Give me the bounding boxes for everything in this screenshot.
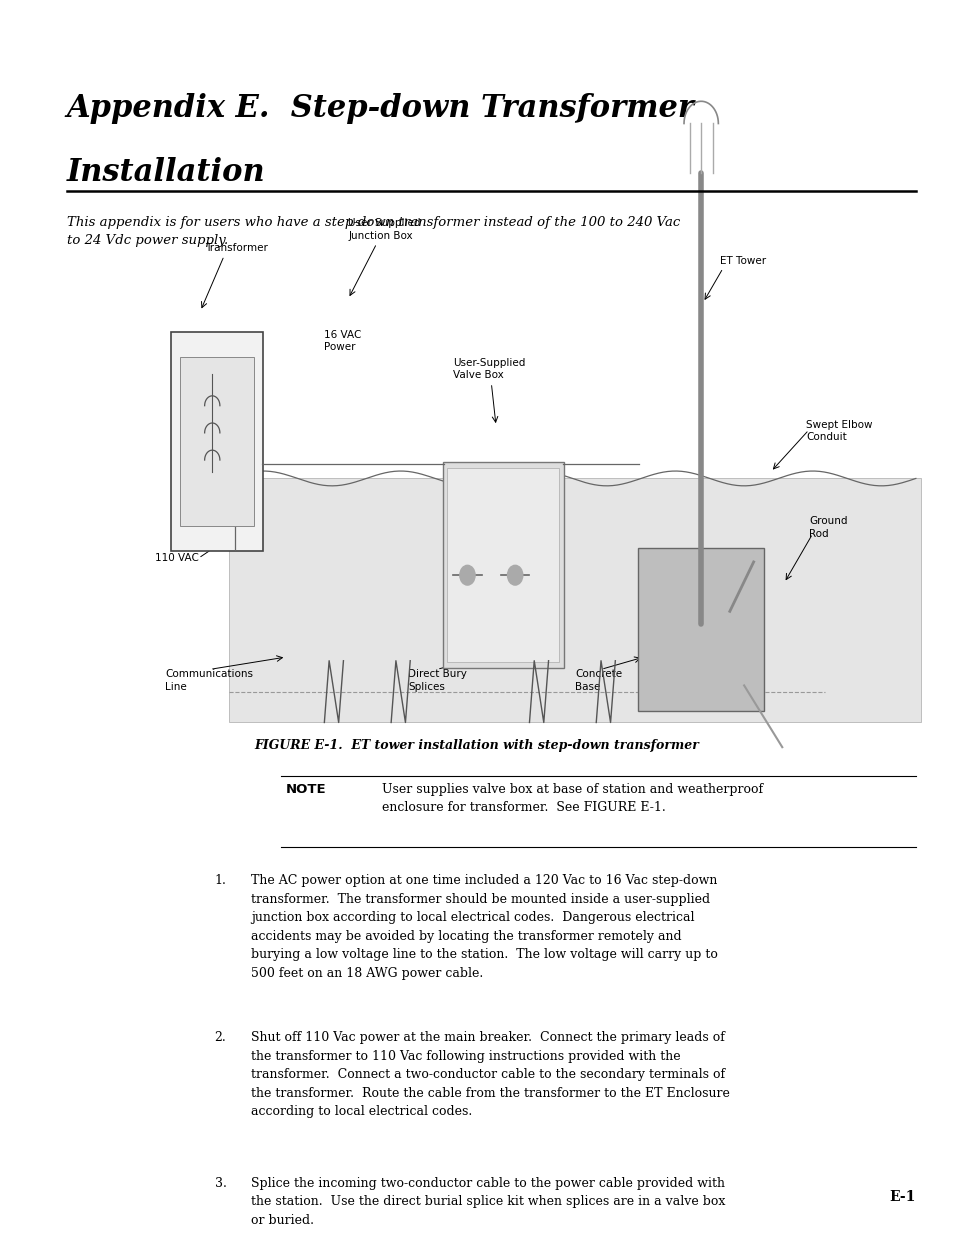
Text: Appendix E.  Step-down Transformer: Appendix E. Step-down Transformer xyxy=(67,93,694,124)
Text: Direct Bury
Splices: Direct Bury Splices xyxy=(408,669,467,692)
Circle shape xyxy=(507,566,522,585)
Text: 1.: 1. xyxy=(214,874,226,888)
FancyBboxPatch shape xyxy=(442,462,563,668)
FancyBboxPatch shape xyxy=(638,548,763,711)
Text: Transformer: Transformer xyxy=(205,243,268,253)
FancyBboxPatch shape xyxy=(171,332,263,551)
Text: Shut off 110 Vac power at the main breaker.  Connect the primary leads of
the tr: Shut off 110 Vac power at the main break… xyxy=(251,1031,729,1118)
Text: 2.: 2. xyxy=(214,1031,226,1045)
Text: E-1: E-1 xyxy=(888,1191,915,1204)
Text: 16 VAC
Power: 16 VAC Power xyxy=(324,330,361,352)
Text: Swept Elbow
Conduit: Swept Elbow Conduit xyxy=(805,420,872,442)
Text: Concrete
Base: Concrete Base xyxy=(575,669,621,692)
Text: User Supplied
Junction Box: User Supplied Junction Box xyxy=(348,219,420,241)
Text: Splice the incoming two-conductor cable to the power cable provided with
the sta: Splice the incoming two-conductor cable … xyxy=(251,1177,724,1226)
Text: ET Tower: ET Tower xyxy=(720,256,765,266)
FancyBboxPatch shape xyxy=(229,478,920,722)
Text: User supplies valve box at base of station and weatherproof
enclosure for transf: User supplies valve box at base of stati… xyxy=(381,783,762,814)
Text: Communications
Line: Communications Line xyxy=(165,669,253,692)
Text: NOTE: NOTE xyxy=(286,783,327,797)
Text: Installation: Installation xyxy=(67,157,265,188)
Text: 3.: 3. xyxy=(214,1177,226,1191)
Text: Ground
Rod: Ground Rod xyxy=(808,516,846,538)
Text: 110 VAC: 110 VAC xyxy=(154,553,198,563)
Text: User-Supplied
Valve Box: User-Supplied Valve Box xyxy=(453,358,525,380)
Text: This appendix is for users who have a step-down transformer instead of the 100 t: This appendix is for users who have a st… xyxy=(67,216,679,247)
FancyBboxPatch shape xyxy=(180,357,253,526)
Circle shape xyxy=(459,566,475,585)
FancyBboxPatch shape xyxy=(447,468,558,662)
Text: FIGURE E-1.  ET tower installation with step-down transformer: FIGURE E-1. ET tower installation with s… xyxy=(254,739,699,752)
Text: The AC power option at one time included a 120 Vac to 16 Vac step-down
transform: The AC power option at one time included… xyxy=(251,874,717,979)
